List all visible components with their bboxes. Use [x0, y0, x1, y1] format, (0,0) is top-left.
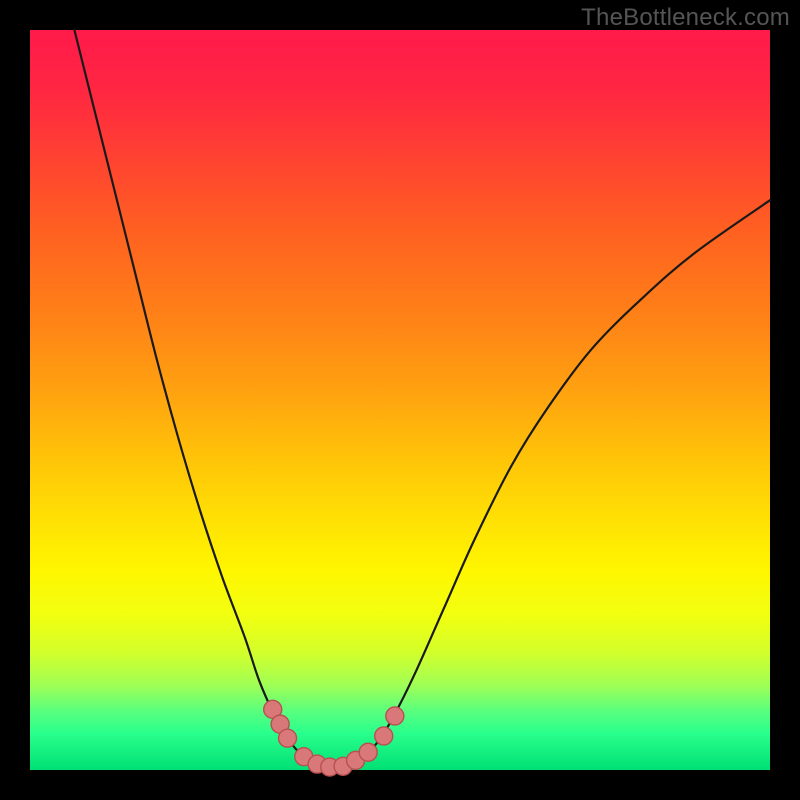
plot-background [30, 30, 770, 770]
marker-point [279, 729, 297, 747]
marker-point [359, 743, 377, 761]
bottleneck-chart [0, 0, 800, 800]
chart-container: TheBottleneck.com [0, 0, 800, 800]
marker-point [375, 727, 393, 745]
marker-point [386, 707, 404, 725]
watermark-text: TheBottleneck.com [581, 4, 790, 32]
